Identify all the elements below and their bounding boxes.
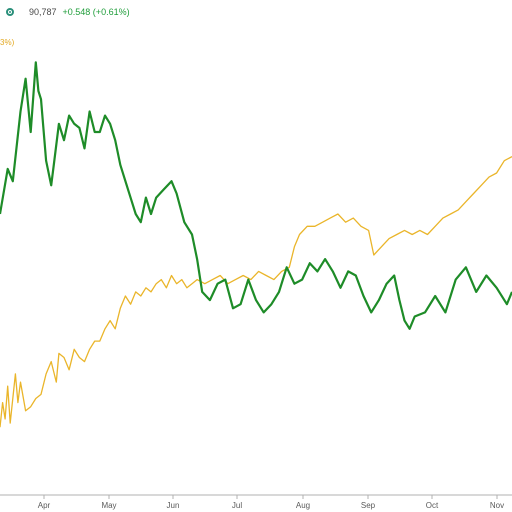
x-tick-label-sep: Sep bbox=[361, 501, 376, 510]
x-axis-ticks: Apr May Jun Jul Aug Sep Oct Nov bbox=[38, 495, 504, 510]
legend-change: +0.548 (+0.61%) bbox=[62, 7, 130, 17]
x-tick-label-aug: Aug bbox=[296, 501, 310, 510]
green-series-line bbox=[0, 61, 512, 330]
series-legend[interactable]: 90,787 +0.548 (+0.61%) bbox=[6, 5, 130, 19]
x-tick-label-jul: Jul bbox=[232, 501, 242, 510]
yellow-series-layer bbox=[0, 156, 512, 428]
green-series-layer bbox=[0, 61, 512, 330]
x-tick-label-jun: Jun bbox=[167, 501, 180, 510]
x-tick-label-oct: Oct bbox=[426, 501, 439, 510]
yellow-series-line bbox=[0, 156, 512, 428]
x-tick-label-may: May bbox=[101, 501, 116, 510]
circle-dot-icon[interactable] bbox=[6, 8, 14, 16]
x-tick-label-apr: Apr bbox=[38, 501, 51, 510]
legend-value: 90,787 bbox=[29, 7, 57, 17]
yellow-series-tag: 3%) bbox=[0, 38, 15, 47]
x-tick-label-nov: Nov bbox=[490, 501, 504, 510]
